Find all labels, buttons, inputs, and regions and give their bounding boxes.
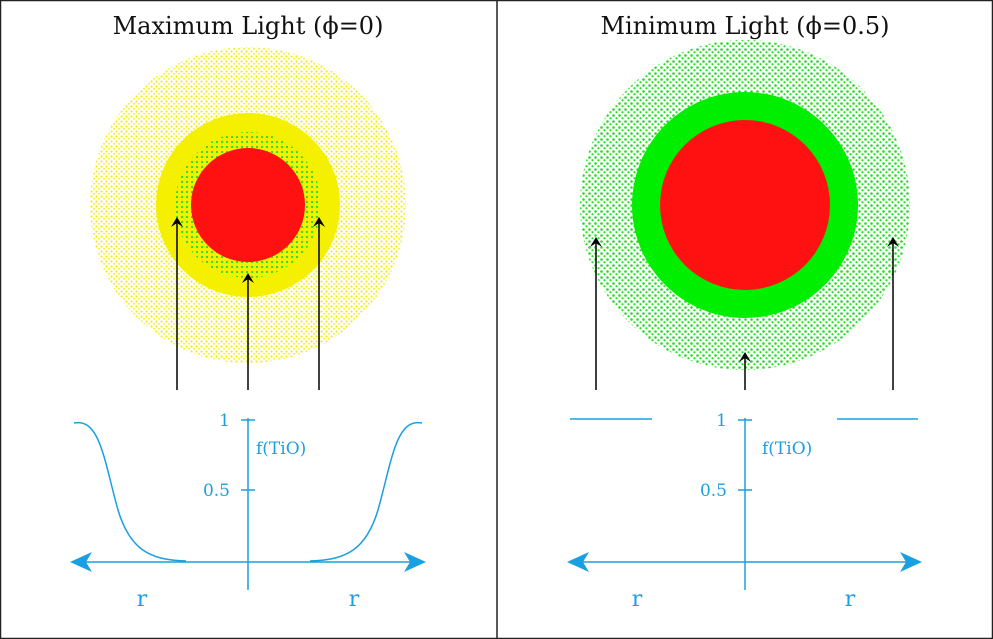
- panel-minimum-light: Minimum Light (ϕ=0.5) 1 0.5 f(TiO) r r: [567, 12, 922, 612]
- r-axis-left-head-max: [70, 552, 92, 572]
- profile-plot-max: [70, 418, 426, 590]
- axis-label-tio-max: f(TiO): [256, 439, 306, 459]
- core-min: [660, 120, 830, 290]
- tick-label-1-min: 1: [716, 411, 727, 431]
- core-max: [191, 148, 305, 262]
- panel-maximum-light: Maximum Light (ϕ=0) 1 0.5 f(TiO) r r: [70, 12, 426, 612]
- panel-title-max: Maximum Light (ϕ=0): [113, 12, 384, 40]
- tick-label-05-min: 0.5: [700, 481, 727, 501]
- panel-title-min: Minimum Light (ϕ=0.5): [600, 12, 889, 40]
- r-axis-right-head-max: [404, 552, 426, 572]
- r-label-right-min: r: [845, 587, 856, 612]
- r-label-right-max: r: [349, 587, 360, 612]
- tio-curve-right-max: [309, 422, 423, 562]
- tick-label-1-max: 1: [219, 411, 230, 431]
- tick-label-05-max: 0.5: [203, 481, 230, 501]
- axis-label-tio-min: f(TiO): [762, 439, 812, 459]
- r-axis-right-head-min: [900, 552, 922, 572]
- r-label-left-max: r: [137, 587, 148, 612]
- profile-plot-min: [567, 418, 922, 590]
- r-label-left-min: r: [632, 587, 643, 612]
- tio-curve-left-max: [73, 422, 187, 562]
- r-axis-left-head-min: [567, 552, 589, 572]
